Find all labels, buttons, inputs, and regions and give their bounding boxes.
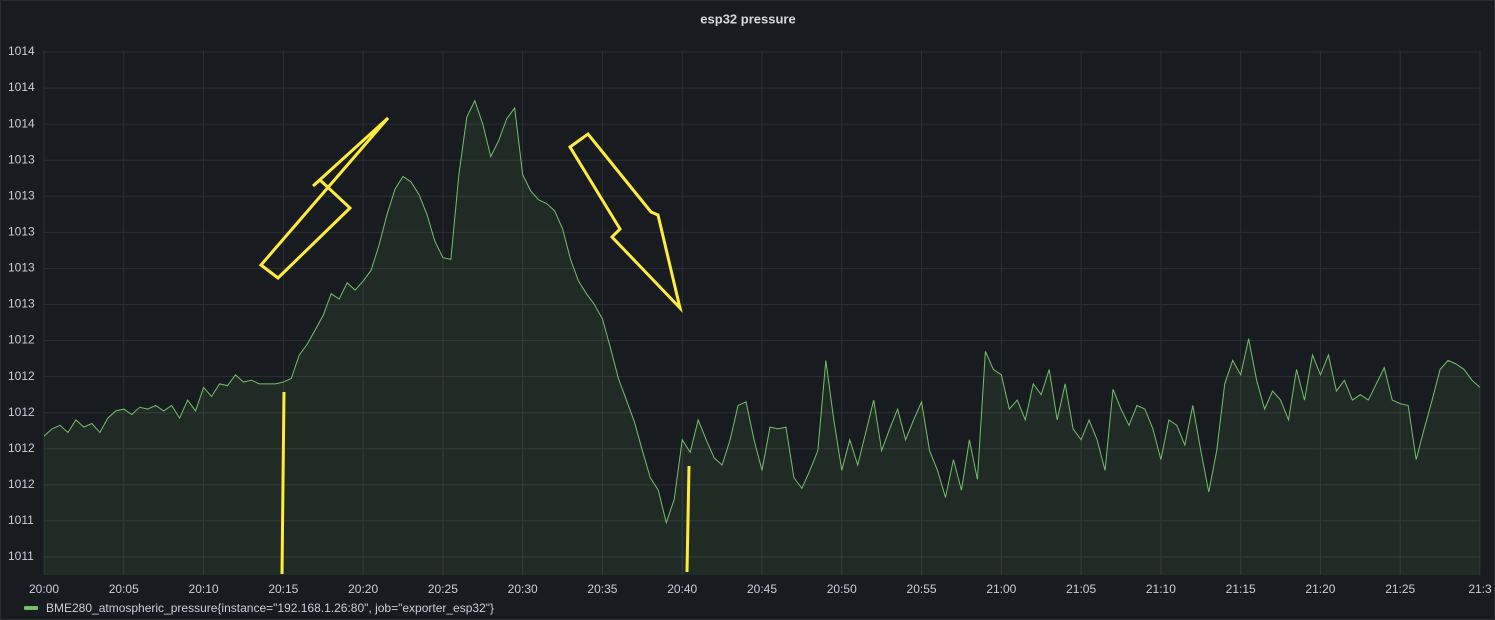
x-tick-label: 20:10	[189, 582, 219, 596]
x-tick-label: 20:55	[907, 582, 937, 596]
y-tick-label: 1013	[8, 152, 35, 166]
y-tick-label: 1012	[8, 477, 35, 491]
x-tick-label: 20:35	[587, 582, 617, 596]
legend-swatch	[24, 606, 38, 610]
y-tick-label: 1014	[8, 80, 35, 94]
marker-line	[280, 391, 286, 575]
panel-title: esp32 pressure	[700, 11, 795, 26]
x-tick-label: 20:50	[827, 582, 857, 596]
series-area	[44, 100, 1480, 575]
x-tick-label: 21:15	[1226, 582, 1256, 596]
x-tick-label: 20:05	[109, 582, 139, 596]
x-tick-label: 20:00	[29, 582, 59, 596]
y-tick-label: 1012	[8, 333, 35, 347]
down-arrow	[567, 131, 683, 314]
x-tick-label: 20:45	[747, 582, 777, 596]
x-tick-label: 20:25	[428, 582, 458, 596]
y-tick-label: 1012	[8, 405, 35, 419]
x-tick-label: 21:3	[1468, 582, 1492, 596]
y-tick-label: 1012	[8, 441, 35, 455]
x-tick-label: 20:30	[508, 582, 538, 596]
annotations	[258, 116, 691, 575]
x-tick-label: 21:05	[1066, 582, 1096, 596]
up-arrow	[258, 116, 390, 280]
legend-label: BME280_atmospheric_pressure{instance="19…	[46, 601, 494, 615]
x-tick-label: 20:20	[348, 582, 378, 596]
y-tick-label: 1011	[8, 549, 34, 563]
x-tick-label: 21:00	[986, 582, 1016, 596]
x-tick-label: 21:10	[1146, 582, 1176, 596]
y-tick-label: 1013	[8, 225, 35, 239]
x-tick-label: 20:40	[667, 582, 697, 596]
series-line	[43, 99, 1481, 525]
y-tick-label: 1014	[8, 116, 35, 130]
x-tick-label: 20:15	[268, 582, 298, 596]
y-tick-label: 1011	[8, 513, 34, 527]
marker-line	[685, 465, 691, 573]
y-tick-label: 1013	[8, 261, 35, 275]
y-tick-label: 1013	[8, 188, 35, 202]
plot: 1011 1011 1012 1012 1012 1012 1012 1013 1013 1013…	[8, 44, 1492, 596]
x-tick-label: 21:25	[1385, 582, 1415, 596]
y-tick-label: 1013	[8, 297, 35, 311]
x-tick-label: 21:20	[1305, 582, 1335, 596]
y-tick-label: 1012	[8, 369, 35, 383]
y-tick-label: 1014	[8, 44, 35, 58]
